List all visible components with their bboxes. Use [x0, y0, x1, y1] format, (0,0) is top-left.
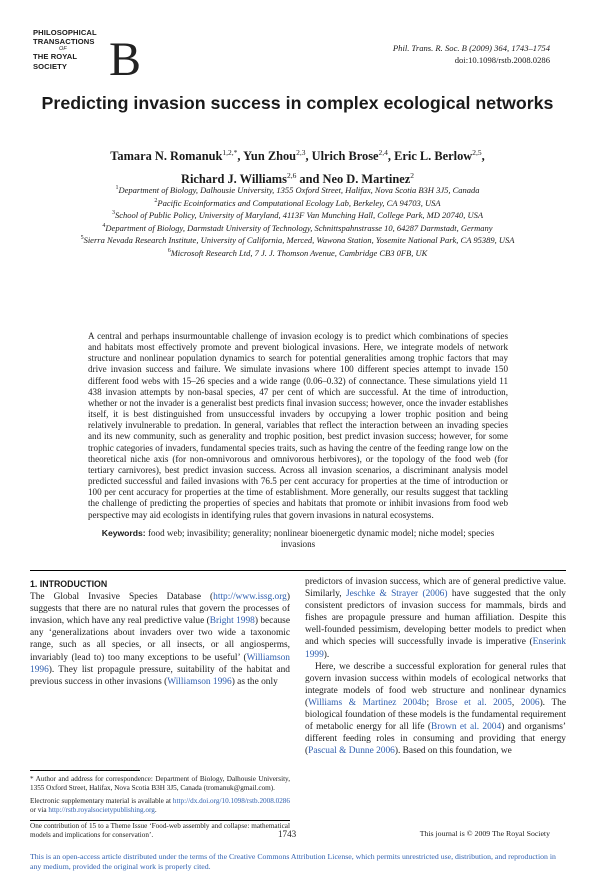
affiliation: 1Department of Biology, Dalhousie Univer… [115, 184, 480, 195]
citation-link[interactable]: Williams & Martinez 2004b [308, 697, 427, 708]
copyright-note: This journal is © 2009 The Royal Society [419, 829, 550, 838]
logo-of: OF [59, 46, 67, 53]
keywords: Keywords: food web; invasibility; genera… [88, 528, 508, 550]
abstract: A central and perhaps insurmountable cha… [88, 331, 508, 520]
correspondence-note: * Author and address for correspondence:… [30, 775, 290, 792]
affiliation: 2Pacific Ecoinformatics and Computationa… [154, 197, 441, 208]
footnotes: * Author and address for correspondence:… [30, 775, 290, 819]
royal-society-logo: PHILOSOPHICAL TRANSACTIONS OF THE ROYAL … [33, 28, 143, 84]
author-name: Eric L. Berlow [394, 149, 473, 164]
logo-line: PHILOSOPHICAL [33, 28, 97, 37]
citation-link[interactable]: Williamson 1996 [167, 676, 232, 687]
affiliation: 6Microsoft Research Ltd, 7 J. J. Thomson… [167, 247, 428, 258]
author-affil: 2 [410, 171, 414, 181]
author-affil: 2,4 [378, 148, 388, 157]
author-name: Ulrich Brose [311, 149, 379, 164]
citation-journal: Phil. Trans. R. Soc. B (2009) 364, 1743–… [392, 43, 550, 53]
author-name: Richard J. Williams [181, 172, 287, 187]
author-affil: 2,6 [286, 171, 297, 181]
logo-line: TRANSACTIONS [33, 37, 95, 47]
intro-paragraph: predictors of invasion success, which ar… [305, 577, 566, 660]
license-note: This is an open-access article distribut… [30, 852, 556, 871]
author-name: Yun Zhou [243, 149, 297, 164]
affiliation: 3School of Public Policy, University of … [111, 209, 484, 220]
citation-link[interactable]: Enserink 1999 [305, 637, 566, 660]
right-column: predictors of invasion success, which ar… [305, 576, 566, 757]
rstb-link[interactable]: http://rstb.royalsocietypublishing.org [48, 806, 155, 814]
logo-b-mark: B [109, 33, 142, 86]
citation-link[interactable]: Pascual & Dunne 2006 [308, 746, 395, 757]
citation-doi: doi:10.1098/rstb.2008.0286 [454, 55, 550, 65]
doi-link[interactable]: http://dx.doi.org/10.1098/rstb.2008.0286 [172, 797, 290, 805]
intro-paragraph: The Global Invasive Species Database (ht… [30, 592, 290, 687]
keywords-list: food web; invasibility; generality; nonl… [147, 528, 495, 550]
affiliation: 4Department of Biology, Darmstadt Univer… [102, 222, 493, 233]
author-name: Neo D. Martinez [322, 172, 411, 187]
issg-link[interactable]: http://www.issg.org [213, 592, 287, 603]
affiliations: 1Department of Biology, Dalhousie Univer… [60, 183, 535, 258]
citation-link[interactable]: Bright 1998 [209, 616, 255, 627]
citation-link[interactable]: Jeschke & Strayer (2006) [345, 589, 448, 600]
section-divider [30, 570, 566, 571]
citation-link[interactable]: Brose et al. 2005 [435, 697, 512, 708]
keywords-label: Keywords: [101, 528, 146, 538]
citation-link[interactable]: Brown et al. 2004 [431, 722, 502, 733]
citation: Phil. Trans. R. Soc. B (2009) 364, 1743–… [393, 42, 550, 66]
left-column: 1. INTRODUCTION The Global Invasive Spec… [30, 576, 290, 688]
intro-paragraph: Here, we describe a successful explorati… [305, 661, 567, 757]
affiliation: 5Sierra Nevada Research Institute, Unive… [80, 234, 515, 245]
author-list: Tamara N. Romanuk1,2,*, Yun Zhou2,3, Ulr… [110, 148, 485, 187]
author-name: Tamara N. Romanuk [110, 149, 223, 164]
logo-line: SOCIETY [33, 61, 68, 71]
paper-title: Predicting invasion success in complex e… [41, 93, 554, 113]
footnote-divider [30, 820, 290, 821]
footnote-divider [30, 770, 140, 771]
author-affil: 2,5 [472, 148, 482, 157]
citation-link[interactable]: Williamson 1996 [30, 652, 290, 675]
author-affil: 2,3 [296, 148, 306, 157]
esm-note: Electronic supplementary material is ava… [30, 797, 290, 814]
author-affil: 1,2,* [222, 148, 238, 157]
theme-note: One contribution of 15 to a Theme Issue … [30, 822, 290, 839]
page-number: 1743 [278, 829, 297, 839]
citation-link[interactable]: 2006 [520, 697, 540, 708]
section-heading: 1. INTRODUCTION [30, 579, 108, 589]
logo-line: THE ROYAL [33, 52, 78, 62]
